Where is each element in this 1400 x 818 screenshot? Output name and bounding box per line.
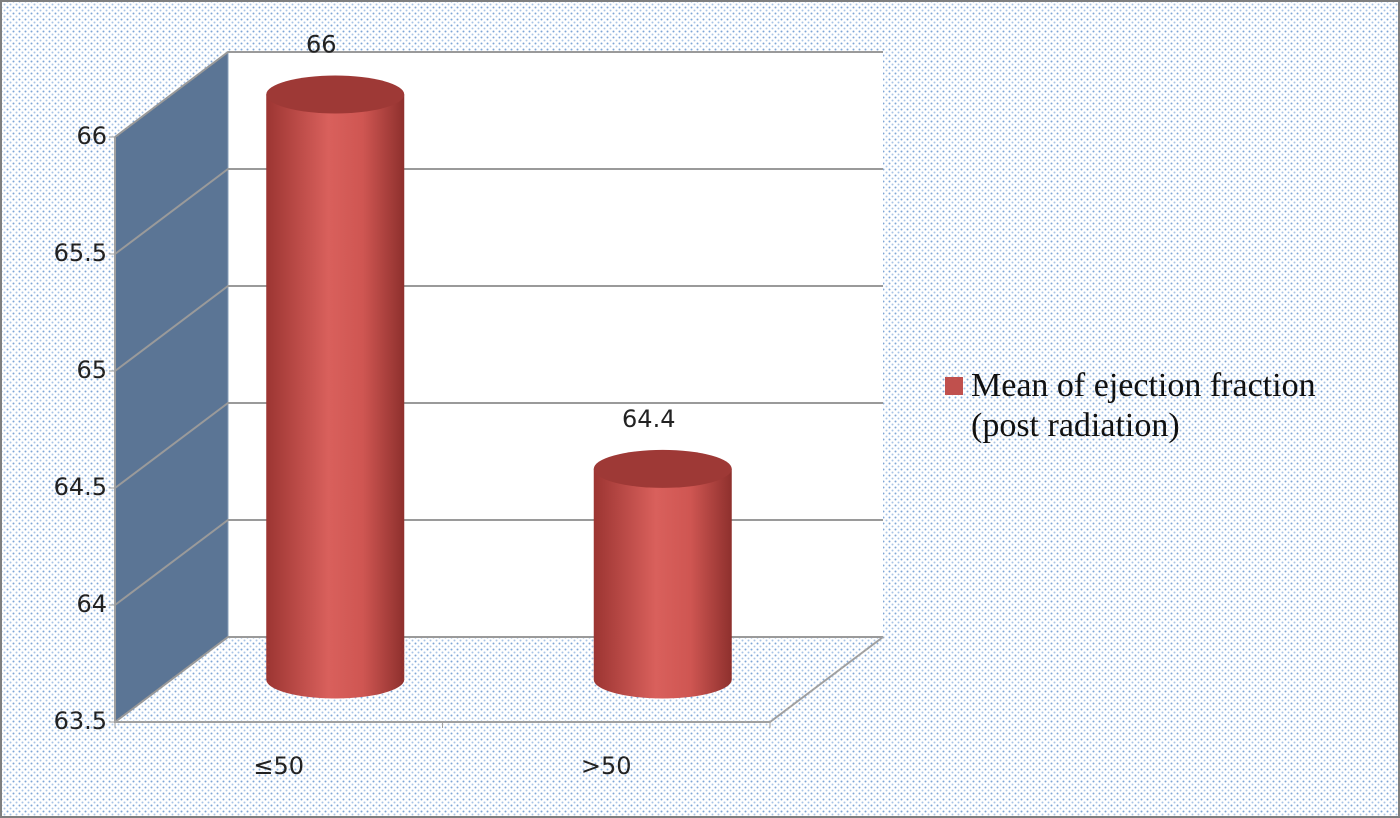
y-tick-label: 66 — [76, 122, 107, 150]
y-tick-label: 65 — [76, 356, 107, 384]
grid-line — [114, 402, 883, 489]
side-wall — [114, 50, 229, 724]
grid-line — [114, 51, 883, 138]
grid-line — [114, 168, 883, 255]
legend: Mean of ejection fraction (post radiatio… — [945, 366, 1385, 446]
legend-swatch — [945, 377, 963, 395]
y-tick-label: 65.5 — [54, 239, 107, 267]
value-label: 64.4 — [622, 405, 675, 433]
grid-line — [114, 285, 883, 372]
legend-label: Mean of ejection fraction (post radiatio… — [971, 367, 1316, 444]
value-label: 66 — [306, 31, 337, 59]
y-tick-label: 64.5 — [54, 473, 107, 501]
x-tick-label: ≤50 — [253, 752, 304, 780]
bar-top — [593, 449, 732, 488]
bar — [266, 94, 405, 699]
x-tick-label: >50 — [581, 752, 632, 780]
floor — [113, 636, 885, 723]
y-tick-label: 63.5 — [54, 707, 107, 735]
bar-top — [266, 75, 405, 114]
bar — [593, 468, 732, 699]
y-tick-label: 64 — [76, 590, 107, 618]
